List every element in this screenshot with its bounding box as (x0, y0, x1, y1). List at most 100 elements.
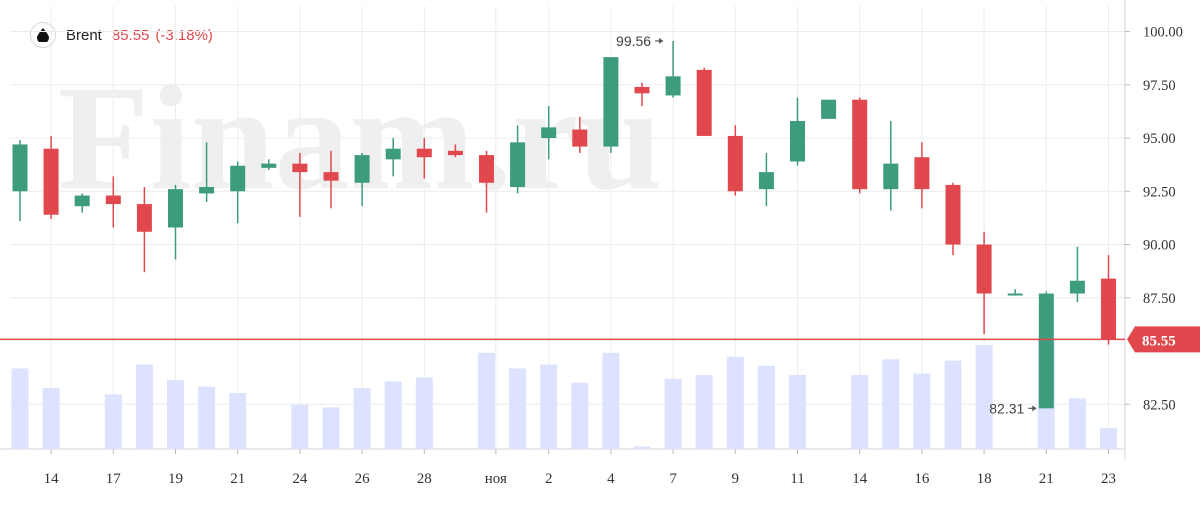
candle-up (230, 165, 246, 192)
volume-bar (415, 377, 433, 449)
candle-up (74, 195, 90, 207)
volume-bar (135, 364, 153, 449)
volume-bar (789, 374, 806, 449)
candle-up (541, 127, 557, 139)
candle-up (510, 142, 526, 188)
x-tick-label: 19 (168, 471, 183, 487)
extreme-price-label: 99.56 (616, 33, 651, 49)
volume-bar (509, 368, 527, 449)
volume-bar (602, 352, 620, 449)
candle-down (323, 172, 339, 181)
volume-bar (11, 368, 29, 449)
volume-bar (571, 382, 589, 449)
y-tick-label: 90.00 (1143, 238, 1176, 254)
volume-bar (104, 394, 122, 449)
x-tick-label: 26 (355, 471, 371, 487)
candles (12, 40, 1116, 409)
extreme-arrow-head (659, 37, 664, 44)
candle-down (852, 99, 868, 190)
instrument-name: Brent (66, 26, 102, 44)
candle-up (199, 187, 215, 194)
y-tick-label: 100.00 (1143, 25, 1183, 41)
volume-bar (664, 378, 682, 449)
x-tick-label: 18 (977, 471, 992, 487)
candle-down (976, 244, 992, 294)
volume-bar (1068, 398, 1086, 449)
price-tag (1127, 326, 1200, 353)
x-tick-label: 21 (230, 471, 245, 487)
watermark: Finam.ru (58, 55, 662, 221)
grid (0, 0, 1126, 460)
candle-up (758, 172, 774, 190)
x-axis: 14 17 19 21 24 26 28 ноя 2 4 7 9 11 14 16 18 21 23 (44, 449, 1116, 487)
candle-up (1007, 293, 1023, 296)
y-tick-label: 97.50 (1143, 78, 1176, 94)
current-price-line: 85.55 (0, 326, 1200, 353)
volume-bar (695, 374, 713, 449)
x-tick-label: 11 (790, 471, 804, 487)
volume-bar (478, 352, 495, 449)
volume-bar (167, 380, 184, 449)
y-tick-label: 95.00 (1143, 131, 1176, 147)
candle-up (1069, 280, 1085, 294)
candle-down (136, 204, 152, 232)
x-tick-label: 16 (914, 471, 930, 487)
candle-down (43, 148, 59, 215)
candle-up (883, 163, 899, 190)
oil-drop-icon-glyph (37, 28, 49, 42)
candle-up (603, 57, 619, 147)
volume-bar (975, 345, 993, 449)
y-tick-label: 82.50 (1143, 397, 1176, 413)
x-tick-label: 14 (852, 471, 868, 487)
extreme-arrow-head (1032, 405, 1037, 412)
extreme-price-label: 82.31 (989, 400, 1024, 416)
candle-up (12, 144, 28, 192)
candle-down (1101, 278, 1116, 340)
volume-bar (384, 381, 402, 449)
chart-legend: Brent 85.55 (-3.18%) (30, 22, 213, 48)
x-tick-label: 2 (545, 471, 553, 487)
volume-bars (11, 339, 1117, 449)
candle-up (385, 148, 401, 160)
candle-down (914, 157, 930, 190)
volume-bar (913, 373, 931, 449)
candle-down (634, 86, 650, 94)
volume-bar (42, 387, 60, 449)
y-tick-label: 87.50 (1143, 291, 1176, 307)
candle-up (354, 155, 370, 183)
x-tick-label: 24 (292, 471, 308, 487)
x-tick-label: 17 (106, 471, 122, 487)
candle-down (479, 155, 494, 183)
volume-bar (944, 360, 962, 449)
y-axis: 100.00 97.50 95.00 92.50 90.00 87.50 82.50 (1125, 25, 1183, 413)
candle-down (696, 69, 712, 136)
candle-up (821, 99, 837, 119)
candle-down (105, 195, 121, 205)
x-tick-label: 4 (607, 471, 615, 487)
x-tick-label: 14 (44, 471, 60, 487)
price-tag-label: 85.55 (1142, 333, 1176, 349)
annotations: 99.56 82.31 (616, 33, 1037, 416)
candle-down (292, 163, 308, 173)
x-tick-label: 28 (417, 471, 432, 487)
volume-bar (322, 407, 340, 449)
volume-bar (229, 393, 247, 449)
candle-up (790, 121, 805, 162)
x-tick-label: 9 (732, 471, 740, 487)
candle-down (416, 148, 432, 158)
volume-bar (198, 386, 216, 449)
candle-down (727, 135, 743, 192)
last-price: 85.55 (111, 26, 150, 44)
oil-drop-icon (30, 22, 56, 48)
volume-bar (540, 364, 558, 449)
x-tick-label: 7 (669, 471, 677, 487)
volume-bar (851, 374, 869, 449)
y-tick-label: 92.50 (1143, 184, 1176, 200)
candle-up (261, 163, 277, 168)
volume-bar (1100, 428, 1117, 449)
volume-bar (882, 359, 900, 449)
volume-bar (757, 365, 775, 449)
price-change: (-3.18%) (155, 26, 213, 44)
candle-down (572, 129, 588, 147)
